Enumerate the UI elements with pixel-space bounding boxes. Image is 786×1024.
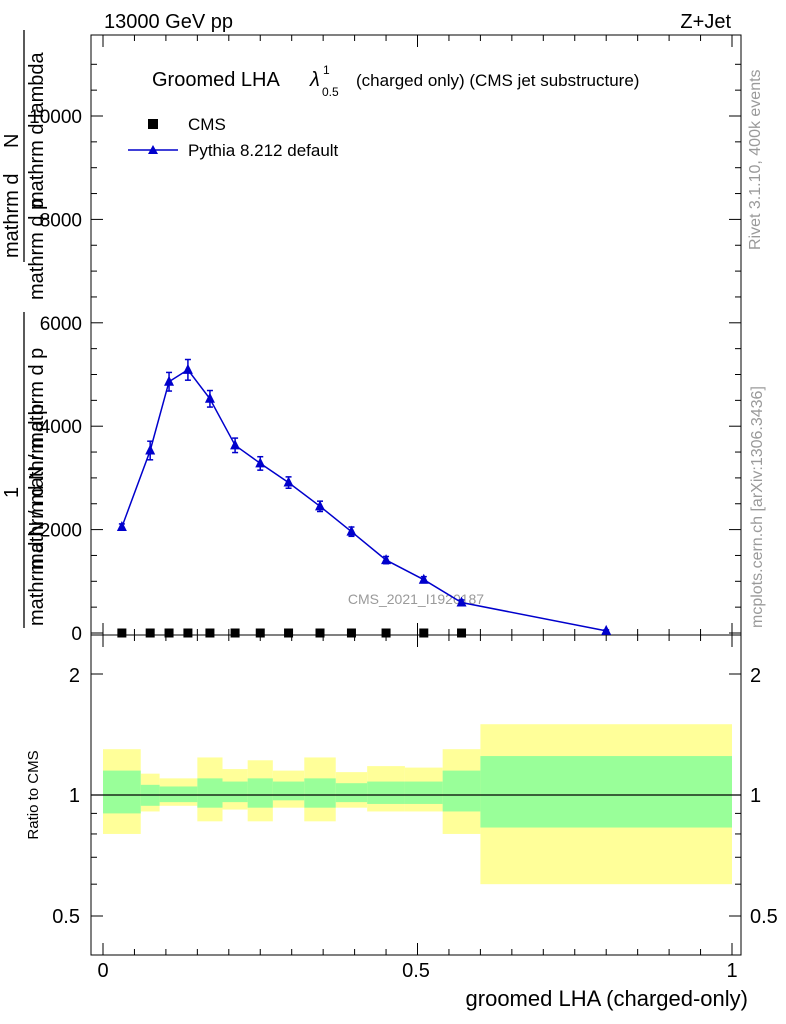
legend: CMS Pythia 8.212 default xyxy=(128,115,339,160)
pythia-point xyxy=(283,476,294,487)
y-tick-label: 4000 xyxy=(40,417,82,438)
cms-point xyxy=(346,628,356,638)
pythia-series-line xyxy=(121,368,607,632)
ratio-band-inner-bin xyxy=(159,786,179,803)
rivet-label: Rivet 3.1.10, 400k events xyxy=(747,69,764,250)
pythia-point xyxy=(145,444,156,455)
ratio-y-tick-label: 1 xyxy=(69,785,80,807)
title-rest: (charged only) (CMS jet substructure) xyxy=(356,71,639,90)
ratio-y-tick-label-right: 2 xyxy=(750,665,761,687)
ratio-band-inner-bin xyxy=(404,781,443,804)
ratio-band-inner-bin xyxy=(103,770,141,814)
pythia-series-points xyxy=(116,363,612,635)
mcplots-label: mcplots.cern.ch [arXiv:1306.3436] xyxy=(749,386,766,628)
main-y-ticks xyxy=(91,63,741,634)
ratio-band-inner-bin xyxy=(247,778,273,808)
legend-cms-label: CMS xyxy=(188,115,226,134)
pythia-point xyxy=(315,500,326,511)
ratio-x-ticks xyxy=(102,635,733,955)
pythia-point xyxy=(182,363,193,374)
pythia-point xyxy=(230,439,241,450)
y-label-top-denominator: mathrm d p xyxy=(26,199,48,300)
pythia-point xyxy=(601,624,612,635)
plot-title: Groomed LHA λ 1 0.5 (charged only) (CMS … xyxy=(152,63,639,99)
cms-point xyxy=(145,628,155,638)
y-tick-label: 8000 xyxy=(40,210,82,231)
title-sub: 0.5 xyxy=(322,85,339,99)
ratio-y-tick-label: 0.5 xyxy=(52,906,80,928)
cms-point xyxy=(205,628,215,638)
y-label-one: 1 xyxy=(1,487,23,498)
y-label-top-numerator: mathrm d xyxy=(1,174,23,258)
y-tick-label: 2000 xyxy=(40,521,82,542)
pythia-point xyxy=(255,457,266,468)
ratio-band-inner-bin xyxy=(178,786,198,803)
cms-point xyxy=(255,628,265,638)
title-main: Groomed LHA xyxy=(152,69,280,91)
ratio-y-tick-label: 2 xyxy=(69,665,80,687)
ratio-y-tick-label-right: 0.5 xyxy=(750,906,778,928)
pythia-point xyxy=(418,573,429,584)
pythia-point xyxy=(164,375,175,386)
x-tick-label: 1 xyxy=(726,960,737,982)
ratio-y-axis-label: Ratio to CMS xyxy=(25,750,42,839)
y-label-top-N: N xyxy=(1,134,23,148)
x-axis-label: groomed LHA (charged-only) xyxy=(466,986,748,1011)
cms-point xyxy=(284,628,294,638)
y-tick-label: 10000 xyxy=(29,107,82,128)
x-tick-label: 0 xyxy=(97,960,108,982)
ratio-band-inner-bin xyxy=(480,756,732,828)
y-label-mid: mathrm d N / mathrm d p xyxy=(26,348,48,570)
pythia-point xyxy=(346,525,357,536)
x-tick-labels: 0 0.5 1 xyxy=(97,960,737,982)
cms-point xyxy=(164,628,174,638)
cms-point xyxy=(419,628,429,638)
legend-pythia-label: Pythia 8.212 default xyxy=(188,141,339,160)
pythia-point xyxy=(381,554,392,565)
pythia-point xyxy=(116,521,127,532)
y-tick-label: 6000 xyxy=(40,314,82,335)
cms-point xyxy=(381,628,391,638)
ratio-y-ticks xyxy=(91,673,741,917)
ratio-band-inner-bin xyxy=(335,783,368,803)
main-y-tick-labels: 0 2000 4000 6000 8000 10000 xyxy=(29,107,82,645)
pythia-point xyxy=(204,392,215,403)
cms-series-points xyxy=(117,628,467,638)
main-y-axis-label: mathrm d N mathrm d p T mathrm d lambda … xyxy=(1,30,52,628)
cms-point xyxy=(117,628,127,638)
header-right: Z+Jet xyxy=(680,11,731,33)
ratio-y-tick-label-right: 1 xyxy=(750,785,761,807)
x-tick-label: 0.5 xyxy=(402,960,430,982)
ratio-band-inner-bin xyxy=(367,781,405,804)
ratio-band-inner-bin xyxy=(197,778,223,808)
pythia-point xyxy=(456,596,467,607)
title-symbol: λ xyxy=(309,69,320,91)
ratio-y-tick-labels: 0.5 1 2 0.5 1 2 xyxy=(52,665,778,928)
cms-point xyxy=(183,628,193,638)
legend-cms-marker xyxy=(148,119,158,129)
ratio-band-inner-bin xyxy=(304,778,336,808)
header-left: 13000 GeV pp xyxy=(104,11,233,33)
y-tick-label: 0 xyxy=(71,624,82,645)
ratio-band-inner-bin xyxy=(442,770,481,812)
y-label-top-sub: T xyxy=(38,214,52,222)
ratio-band-inner-bin xyxy=(222,781,248,803)
title-sup: 1 xyxy=(323,63,330,77)
cms-point xyxy=(457,628,467,638)
y-label-bottom: mathrm d N / mathrm d p xyxy=(26,404,48,626)
ratio-band-inner-bin xyxy=(272,781,305,801)
legend-pythia-marker xyxy=(148,145,158,154)
ratio-band-inner xyxy=(103,756,732,828)
cms-point xyxy=(230,628,240,638)
cms-point xyxy=(315,628,325,638)
y-label-top-rest: mathrm d lambda xyxy=(26,52,48,208)
